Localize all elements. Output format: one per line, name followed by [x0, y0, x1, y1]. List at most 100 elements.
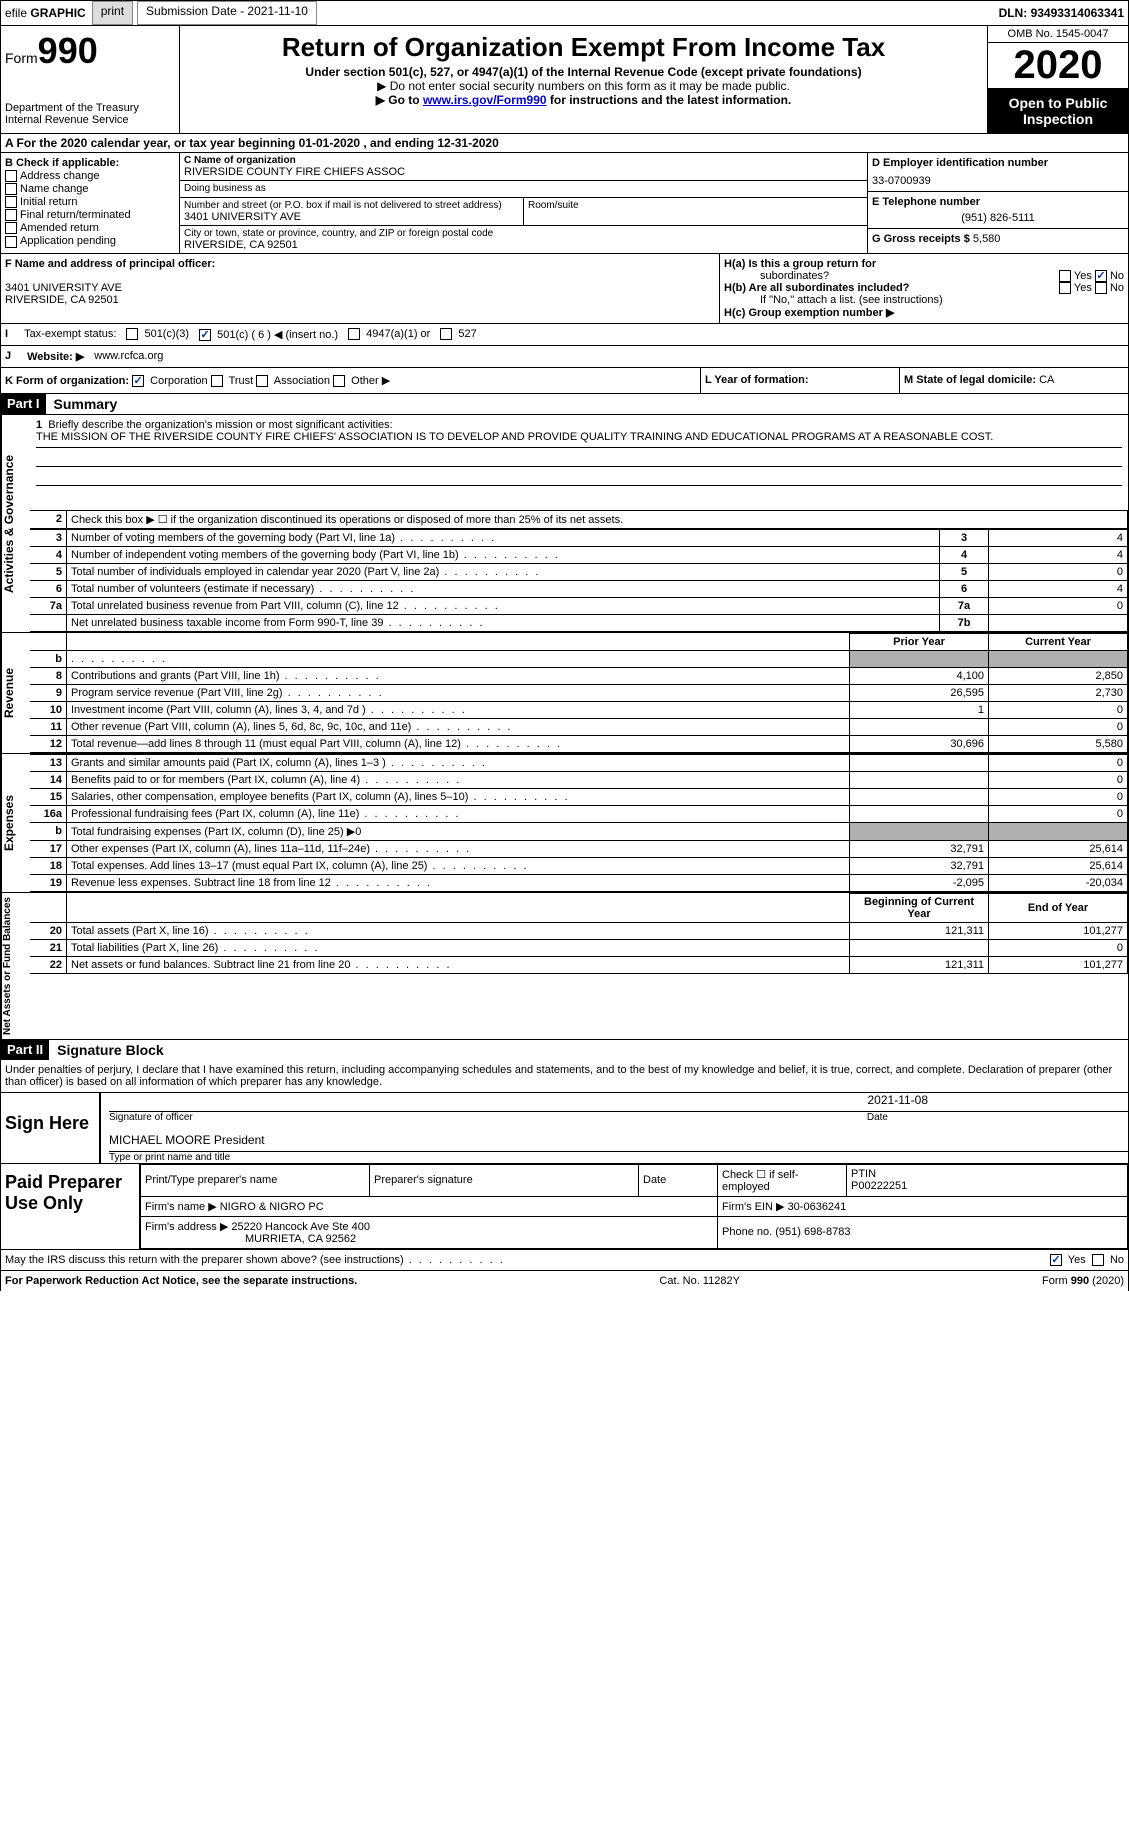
table-row: 3Number of voting members of the governi…: [30, 529, 1128, 546]
state-of-domicile: M State of legal domicile: CA: [899, 368, 1128, 393]
header-left: Form990 Department of the Treasury Inter…: [1, 26, 180, 133]
tax-year: 2020: [988, 43, 1128, 89]
preparer-row-1: Print/Type preparer's name Preparer's si…: [141, 1164, 1128, 1196]
line-2: 2 Check this box ▶ ☐ if the organization…: [30, 510, 1128, 528]
col-current-year: Current Year: [989, 633, 1128, 650]
hb-note: If "No," attach a list. (see instruction…: [724, 294, 1124, 306]
omb-number: OMB No. 1545-0047: [988, 26, 1128, 43]
side-revenue: Revenue: [1, 633, 30, 753]
chk-trust[interactable]: Trust: [211, 375, 254, 387]
table-row: 18Total expenses. Add lines 13–17 (must …: [30, 857, 1128, 874]
print-button[interactable]: print: [92, 1, 133, 25]
activities-governance-block: Activities & Governance 1 Briefly descri…: [1, 415, 1128, 633]
summary-simple-table: 3Number of voting members of the governi…: [30, 529, 1128, 632]
sign-here-label: Sign Here: [1, 1093, 99, 1163]
table-row: 7aTotal unrelated business revenue from …: [30, 597, 1128, 614]
dba: Doing business as: [180, 181, 867, 198]
sig-date-caption: Date: [867, 1112, 1128, 1123]
table-row: 22Net assets or fund balances. Subtract …: [30, 956, 1128, 973]
sig-officer-caption: Signature of officer: [109, 1112, 193, 1123]
section-c: C Name of organization RIVERSIDE COUNTY …: [180, 153, 1128, 253]
footer-left: For Paperwork Reduction Act Notice, see …: [5, 1275, 357, 1287]
header-sub2: ▶ Do not enter social security numbers o…: [184, 79, 983, 93]
chk-final-return[interactable]: Final return/terminated: [5, 209, 175, 221]
open-to-public: Open to PublicInspection: [988, 89, 1128, 133]
chk-initial-return[interactable]: Initial return: [5, 196, 175, 208]
table-row: bTotal fundraising expenses (Part IX, co…: [30, 822, 1128, 840]
street-address: Number and street (or P.O. box if mail i…: [180, 198, 524, 226]
revenue-block: Revenue Prior Year Current Year b8Contri…: [1, 633, 1128, 754]
table-row: 16aProfessional fundraising fees (Part I…: [30, 805, 1128, 822]
ein: D Employer identification number 33-0700…: [868, 153, 1128, 192]
footer-mid: Cat. No. 11282Y: [659, 1275, 740, 1287]
row-i-tax-exempt: I Tax-exempt status: 501(c)(3) 501(c) ( …: [1, 324, 1128, 346]
chk-527[interactable]: 527: [440, 328, 476, 340]
chk-corporation[interactable]: Corporation: [132, 375, 208, 387]
instructions-link[interactable]: www.irs.gov/Form990: [423, 93, 547, 107]
discuss-yes-no[interactable]: Yes No: [1050, 1254, 1124, 1266]
officer-name-line: MICHAEL MOORE President: [109, 1133, 1128, 1152]
footer-right: Form 990 (2020): [1042, 1275, 1124, 1287]
discuss-row: May the IRS discuss this return with the…: [1, 1250, 1128, 1270]
expenses-table: 13Grants and similar amounts paid (Part …: [30, 754, 1128, 892]
section-de: D Employer identification number 33-0700…: [867, 153, 1128, 253]
section-h: H(a) Is this a group return for subordin…: [720, 254, 1128, 323]
chk-application-pending[interactable]: Application pending: [5, 235, 175, 247]
sign-here-block: Sign Here 2021-11-08 Signature of office…: [1, 1092, 1128, 1163]
city-state-zip: City or town, state or province, country…: [180, 226, 867, 253]
form-number: Form990: [5, 30, 175, 72]
org-name: C Name of organization RIVERSIDE COUNTY …: [180, 153, 867, 181]
mission-text: THE MISSION OF THE RIVERSIDE COUNTY FIRE…: [36, 431, 1122, 448]
net-assets-block: Net Assets or Fund Balances Beginning of…: [1, 893, 1128, 1040]
footer: For Paperwork Reduction Act Notice, see …: [1, 1270, 1128, 1291]
b-label: B Check if applicable:: [5, 157, 175, 169]
table-row: 8Contributions and grants (Part VIII, li…: [30, 667, 1128, 684]
side-activities: Activities & Governance: [1, 415, 30, 632]
chk-address-change[interactable]: Address change: [5, 170, 175, 182]
mission-block: 1 Briefly describe the organization's mi…: [30, 415, 1128, 510]
top-bar: efile GRAPHIC print Submission Date - 20…: [0, 0, 1129, 26]
governance-table: 2 Check this box ▶ ☐ if the organization…: [30, 510, 1128, 529]
table-row: 4Number of independent voting members of…: [30, 546, 1128, 563]
table-row: 12Total revenue—add lines 8 through 11 (…: [30, 735, 1128, 752]
net-assets-table: Beginning of Current Year End of Year 20…: [30, 893, 1128, 974]
telephone: E Telephone number (951) 826-5111: [868, 192, 1128, 229]
ha-label: H(a) Is this a group return for: [724, 258, 876, 270]
ha-sub: subordinates?: [724, 270, 829, 282]
form-of-org: K Form of organization: Corporation Trus…: [1, 368, 700, 393]
paid-preparer-label: Paid Preparer Use Only: [1, 1164, 140, 1249]
officer-type-caption: Type or print name and title: [109, 1152, 1128, 1163]
chk-name-change[interactable]: Name change: [5, 183, 175, 195]
table-row: 14Benefits paid to or for members (Part …: [30, 771, 1128, 788]
form-990: Form990 Department of the Treasury Inter…: [0, 26, 1129, 1291]
table-row: 6Total number of volunteers (estimate if…: [30, 580, 1128, 597]
chk-501c[interactable]: 501(c) ( 6 ) ◀ (insert no.): [199, 328, 338, 341]
efile-label: efile GRAPHIC: [1, 6, 90, 20]
chk-other[interactable]: Other ▶: [333, 375, 390, 387]
row-j-website: J Website: ▶ www.rcfca.org: [1, 346, 1128, 368]
header-right: OMB No. 1545-0047 2020 Open to PublicIns…: [987, 26, 1128, 133]
col-end-year: End of Year: [989, 893, 1128, 922]
header-title-block: Return of Organization Exempt From Incom…: [180, 26, 987, 133]
revenue-table: Prior Year Current Year b8Contributions …: [30, 633, 1128, 753]
expenses-block: Expenses 13Grants and similar amounts pa…: [1, 754, 1128, 893]
net-header-row: Beginning of Current Year End of Year: [30, 893, 1128, 922]
principal-officer: F Name and address of principal officer:…: [1, 254, 720, 323]
submission-date: Submission Date - 2021-11-10: [137, 1, 317, 25]
row-f-h: F Name and address of principal officer:…: [1, 254, 1128, 324]
side-netassets: Net Assets or Fund Balances: [1, 893, 30, 1039]
preparer-row-2: Firm's name ▶ NIGRO & NIGRO PC Firm's EI…: [141, 1196, 1128, 1216]
table-row: 15Salaries, other compensation, employee…: [30, 788, 1128, 805]
chk-501c3[interactable]: 501(c)(3): [126, 328, 189, 340]
hb-yes-no[interactable]: Yes No: [1059, 282, 1124, 294]
chk-amended[interactable]: Amended return: [5, 222, 175, 234]
penalty-statement: Under penalties of perjury, I declare th…: [1, 1060, 1128, 1092]
chk-association[interactable]: Association: [256, 375, 330, 387]
dept-treasury: Department of the Treasury: [5, 102, 175, 114]
ha-yes-no[interactable]: Yes No: [1059, 270, 1124, 282]
row-a-tax-year: A For the 2020 calendar year, or tax yea…: [1, 134, 1128, 153]
hc-label: H(c) Group exemption number ▶: [724, 307, 894, 319]
officer-signature-line[interactable]: 2021-11-08: [109, 1093, 1128, 1112]
chk-4947[interactable]: 4947(a)(1) or: [348, 328, 430, 340]
revenue-header-row: Prior Year Current Year: [30, 633, 1128, 650]
